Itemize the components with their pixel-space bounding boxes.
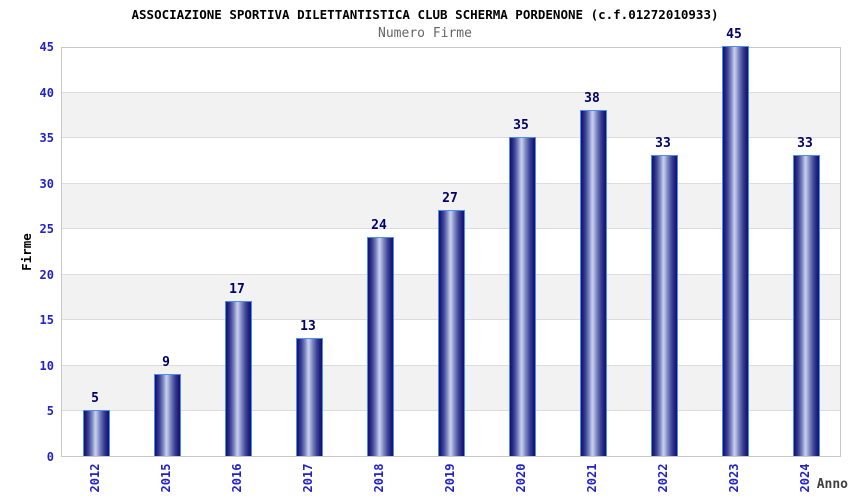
y-tick-label: 30 <box>39 176 54 191</box>
y-tick-label: 0 <box>46 450 54 464</box>
y-tick-label: 10 <box>39 358 54 373</box>
y-tick-label: 40 <box>39 85 54 100</box>
bar-2019 <box>437 210 465 456</box>
bar-2020 <box>508 137 536 456</box>
gridline <box>62 137 840 139</box>
bar-2012 <box>82 410 110 456</box>
y-tick-label: 15 <box>39 313 54 328</box>
gridline <box>62 182 840 184</box>
y-tick-label: 20 <box>39 267 54 282</box>
bar-value-label: 13 <box>300 318 316 334</box>
bar-value-label: 5 <box>91 391 99 407</box>
bar-2023 <box>721 46 749 456</box>
bar-2015 <box>153 374 181 456</box>
bar-value-label: 27 <box>442 191 458 206</box>
chart-title: ASSOCIAZIONE SPORTIVA DILETTANTISTICA CL… <box>131 7 719 22</box>
bar-2024 <box>792 155 820 456</box>
plot-area <box>61 46 841 457</box>
gridline <box>62 91 840 93</box>
bar-2022 <box>650 155 678 456</box>
bar-value-label: 45 <box>726 27 742 42</box>
y-tick-label: 45 <box>39 40 54 54</box>
chart-subtitle: Numero Firme <box>378 26 472 41</box>
y-tick-label: 25 <box>39 222 54 237</box>
bar-2017 <box>295 337 323 456</box>
bar-value-label: 9 <box>162 355 170 370</box>
y-tick-label: 35 <box>39 131 54 146</box>
y-tick-label: 5 <box>46 404 54 419</box>
y-axis-title: Firme <box>19 233 34 271</box>
bar-2016 <box>224 301 252 456</box>
bar-2018 <box>366 237 394 456</box>
bar-value-label: 33 <box>797 136 813 152</box>
bar-value-label: 33 <box>655 136 671 152</box>
x-axis-title: Anno <box>816 477 848 492</box>
bar-value-label: 24 <box>371 218 387 234</box>
bar-value-label: 35 <box>513 118 529 134</box>
bar-2021 <box>579 109 607 456</box>
bar-value-label: 38 <box>584 90 600 106</box>
background-band <box>62 91 840 138</box>
bar-value-label: 17 <box>229 282 245 298</box>
